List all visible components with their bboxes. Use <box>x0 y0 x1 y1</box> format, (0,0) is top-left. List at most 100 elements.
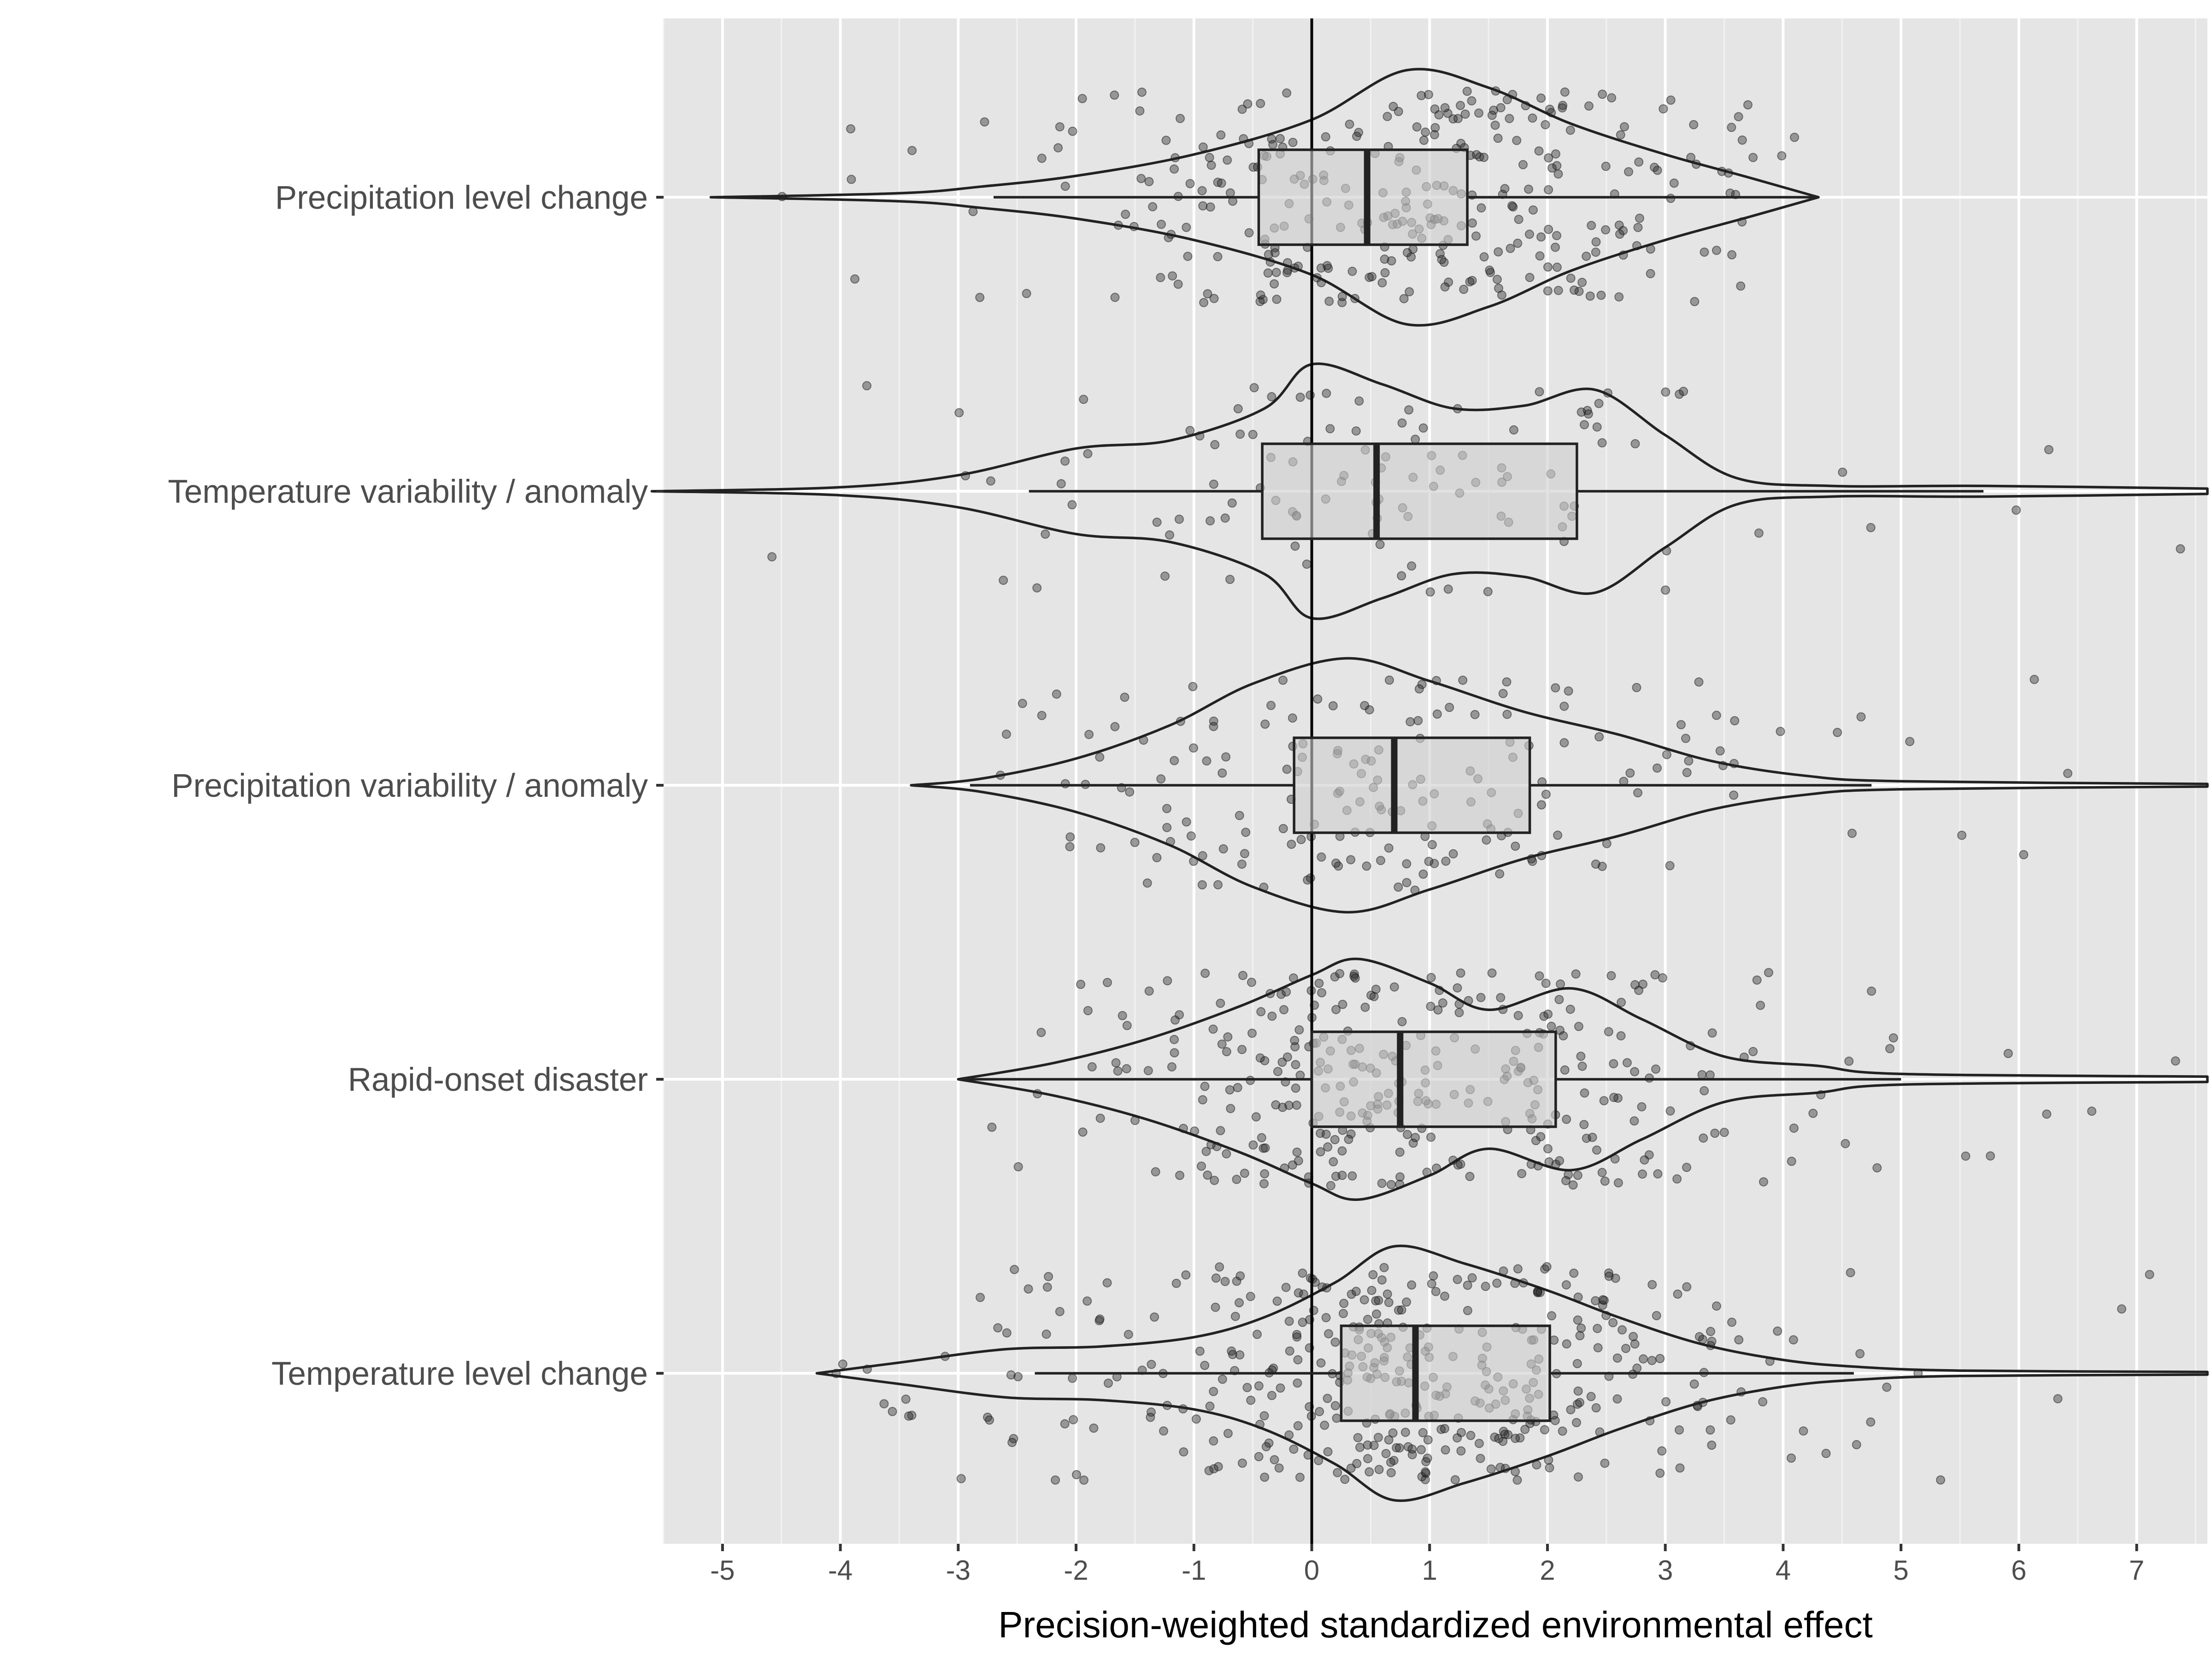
data-point <box>1144 986 1154 996</box>
data-point <box>1254 1452 1264 1461</box>
data-point <box>1676 720 1686 729</box>
data-point <box>1562 1339 1571 1349</box>
data-point <box>1317 852 1326 862</box>
data-point <box>1377 1275 1387 1285</box>
data-point <box>1264 250 1273 259</box>
data-point <box>1243 99 1253 109</box>
data-point <box>1591 1296 1600 1306</box>
data-point <box>1885 1044 1894 1053</box>
data-point <box>987 1123 997 1132</box>
data-point <box>1372 1309 1381 1319</box>
data-point <box>1408 1138 1418 1148</box>
data-point <box>1298 1318 1307 1327</box>
data-point <box>1525 273 1535 282</box>
data-point <box>1363 1440 1372 1450</box>
data-point <box>1630 1116 1639 1126</box>
data-point <box>1296 835 1306 844</box>
data-point <box>1260 1056 1270 1065</box>
data-point <box>1491 86 1500 96</box>
data-point <box>1381 1449 1391 1459</box>
box-2 <box>1293 736 1531 834</box>
data-point <box>1759 1177 1768 1187</box>
data-point <box>1337 1146 1347 1156</box>
box-0 <box>1257 148 1469 246</box>
data-point <box>1739 1053 1749 1062</box>
data-point <box>1440 1424 1449 1433</box>
data-point <box>1237 1459 1247 1468</box>
data-point <box>980 117 989 127</box>
data-point <box>1204 1466 1214 1476</box>
data-point <box>1405 287 1414 297</box>
data-point <box>1178 1404 1188 1414</box>
data-point <box>1317 988 1327 998</box>
data-point <box>1366 990 1376 1000</box>
data-point <box>1694 677 1704 687</box>
data-point <box>1157 219 1166 229</box>
data-point <box>1113 220 1123 230</box>
data-point <box>1227 1346 1236 1356</box>
data-point <box>1597 438 1607 447</box>
data-point <box>1726 1415 1735 1425</box>
data-point <box>1256 1007 1266 1017</box>
data-point <box>1083 1006 1093 1016</box>
data-point <box>1417 1472 1427 1482</box>
data-point <box>1673 1289 1683 1299</box>
data-point <box>1290 541 1300 551</box>
data-point <box>1426 1132 1436 1142</box>
data-point <box>1508 90 1518 99</box>
data-point <box>1679 387 1688 396</box>
data-point <box>1339 1299 1349 1308</box>
data-point <box>1197 1161 1206 1171</box>
data-point <box>1597 1168 1607 1177</box>
data-point <box>1285 1346 1294 1356</box>
data-point <box>976 1293 985 1302</box>
data-point <box>1614 292 1624 302</box>
data-point <box>1347 266 1357 276</box>
data-point <box>1743 100 1753 110</box>
data-point <box>1246 1292 1255 1301</box>
data-point <box>1397 1017 1407 1026</box>
data-point <box>1571 969 1581 979</box>
data-point <box>1295 1472 1305 1482</box>
data-point <box>1686 153 1696 162</box>
data-point <box>1135 106 1145 116</box>
data-point <box>1121 210 1130 219</box>
data-point <box>1384 675 1394 685</box>
data-point <box>1453 114 1463 124</box>
data-point <box>1227 498 1237 508</box>
data-point <box>1060 456 1070 466</box>
data-point <box>1476 1453 1485 1463</box>
data-point <box>1788 1335 1798 1345</box>
data-point <box>1198 201 1208 211</box>
data-point <box>1337 292 1347 301</box>
data-point <box>1629 1332 1638 1341</box>
data-point <box>1379 1263 1389 1272</box>
data-point <box>1397 418 1407 428</box>
data-point <box>1220 1277 1230 1286</box>
data-point <box>1294 261 1303 271</box>
data-point <box>1146 1412 1155 1422</box>
data-point <box>1182 817 1191 827</box>
data-point <box>1699 1133 1708 1143</box>
data-point <box>1292 1147 1302 1157</box>
data-point <box>2145 1270 2154 1279</box>
data-point <box>1513 1264 1523 1274</box>
data-point <box>1494 283 1503 293</box>
data-point <box>1387 256 1396 265</box>
data-point <box>1872 1163 1882 1173</box>
data-point <box>1513 238 1523 248</box>
box-4 <box>1340 1324 1551 1422</box>
data-point <box>1482 835 1491 845</box>
data-point <box>1394 882 1403 892</box>
data-point <box>1650 970 1660 980</box>
data-point <box>1282 268 1292 277</box>
data-point <box>1188 743 1198 753</box>
data-point <box>1773 1326 1783 1336</box>
data-point <box>1060 182 1070 191</box>
data-point <box>1715 746 1725 756</box>
data-point <box>1053 143 1063 153</box>
data-point <box>1694 1332 1704 1341</box>
data-point <box>1638 1169 1647 1179</box>
data-point <box>1198 142 1208 152</box>
data-point <box>1682 1282 1692 1292</box>
